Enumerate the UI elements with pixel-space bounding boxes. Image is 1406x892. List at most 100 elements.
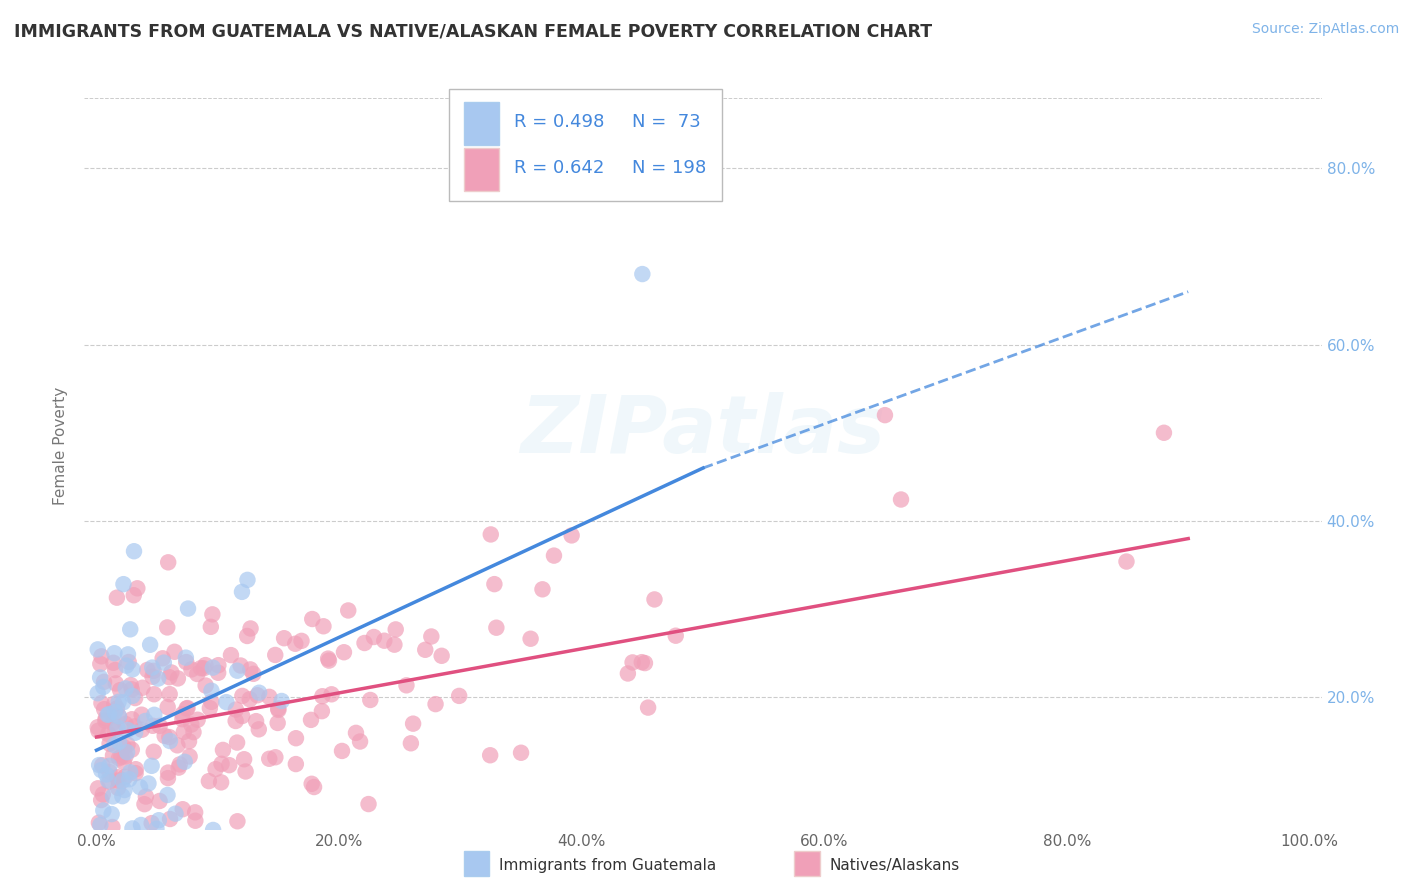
Point [311, 704, 333, 718]
Point [420, 630, 443, 644]
Point [103, 697, 125, 711]
Point [337, 603, 360, 617]
Point [316, 651, 339, 665]
Point [634, 656, 657, 670]
Point [107, 773, 129, 788]
Point [561, 528, 583, 542]
Point [174, 655, 197, 669]
Point [90, 763, 112, 777]
Point [142, 719, 165, 733]
Point [166, 739, 188, 753]
Point [402, 716, 425, 731]
Point [87, 781, 110, 796]
Point [267, 701, 290, 715]
Point [156, 620, 179, 634]
Point [110, 749, 132, 764]
Point [264, 750, 287, 764]
Point [101, 789, 124, 804]
Point [211, 756, 233, 771]
Point [239, 692, 262, 706]
Point [187, 713, 209, 727]
Point [91, 804, 114, 818]
Point [264, 648, 287, 662]
Point [160, 665, 183, 680]
Point [112, 755, 135, 769]
Point [100, 807, 122, 822]
Point [167, 761, 190, 775]
Point [145, 822, 167, 836]
Point [103, 738, 125, 752]
Bar [464, 103, 499, 145]
Point [257, 752, 280, 766]
Point [176, 701, 198, 715]
Point [108, 735, 131, 749]
Point [218, 758, 240, 772]
Point [91, 788, 114, 802]
Point [129, 818, 152, 832]
Y-axis label: Female Poverty: Female Poverty [53, 387, 69, 505]
Point [107, 780, 129, 795]
Point [890, 492, 912, 507]
Point [200, 683, 222, 698]
Point [177, 734, 200, 748]
Bar [464, 148, 499, 191]
Point [176, 701, 198, 715]
Point [194, 658, 217, 673]
Point [94, 712, 117, 726]
Point [114, 681, 136, 696]
Point [156, 700, 179, 714]
Point [333, 645, 356, 659]
Point [105, 701, 128, 715]
Point [157, 670, 180, 684]
Point [873, 408, 896, 422]
Point [120, 678, 142, 692]
Point [180, 717, 202, 731]
Point [165, 806, 187, 821]
Point [129, 780, 152, 794]
Point [231, 709, 253, 723]
Text: Source: ZipAtlas.com: Source: ZipAtlas.com [1251, 22, 1399, 37]
Point [239, 622, 262, 636]
Point [98, 737, 121, 751]
Point [120, 765, 142, 780]
Point [173, 724, 195, 739]
Point [152, 651, 174, 665]
Point [96, 849, 118, 863]
Point [105, 770, 128, 784]
Point [172, 707, 194, 722]
Point [330, 744, 353, 758]
Point [156, 771, 179, 785]
Point [121, 742, 143, 756]
Point [143, 687, 166, 701]
Point [127, 837, 149, 851]
Point [200, 695, 222, 709]
Point [198, 774, 221, 789]
Point [125, 762, 148, 776]
Point [179, 749, 201, 764]
Point [115, 658, 138, 673]
Point [449, 689, 471, 703]
Point [207, 658, 229, 673]
Point [159, 687, 181, 701]
Point [219, 648, 242, 662]
Point [108, 683, 131, 698]
Point [87, 723, 110, 738]
Point [149, 719, 172, 733]
Point [242, 666, 264, 681]
Point [86, 720, 108, 734]
Point [114, 770, 136, 784]
Text: N = 198: N = 198 [633, 160, 707, 178]
Point [430, 648, 453, 663]
Point [141, 670, 163, 684]
Point [124, 719, 146, 733]
Text: N =  73: N = 73 [633, 113, 702, 131]
Point [531, 582, 554, 597]
Point [231, 689, 253, 703]
Point [107, 695, 129, 709]
Point [121, 712, 143, 726]
Point [146, 672, 169, 686]
Point [97, 707, 120, 722]
Point [299, 713, 322, 727]
Point [226, 814, 249, 829]
Point [86, 686, 108, 700]
